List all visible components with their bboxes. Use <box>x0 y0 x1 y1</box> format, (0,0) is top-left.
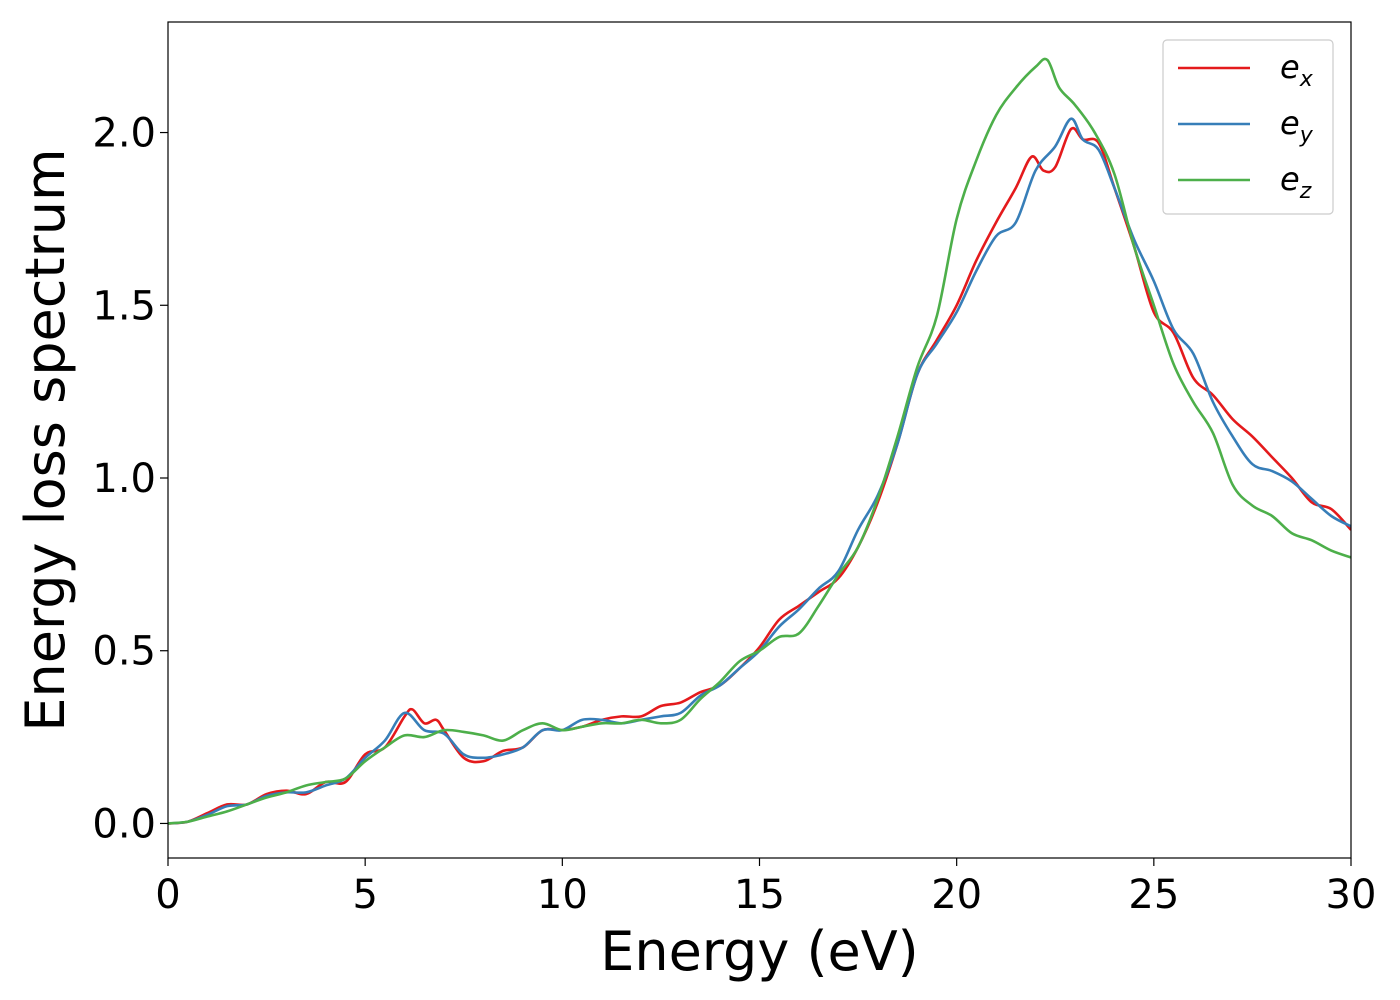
y-tick-label: 2.0 <box>92 111 156 157</box>
plot-lines <box>168 57 1351 825</box>
x-axis-label: Energy (eV) <box>600 920 919 983</box>
y-axis-label: Energy loss spectrum <box>14 148 77 731</box>
legend-label-y: ey <box>1280 104 1314 148</box>
x-tick-label: 20 <box>931 872 982 918</box>
x-tick-label: 10 <box>537 872 588 918</box>
legend-box <box>1162 39 1334 215</box>
y-tick-label: 0.0 <box>92 801 156 847</box>
y-tick-label: 1.5 <box>92 283 156 329</box>
x-axis-ticks: 0 5 10 15 20 25 30 <box>155 858 1376 918</box>
x-tick-label: 30 <box>1326 872 1377 918</box>
series-line-x <box>168 126 1351 825</box>
y-tick-label: 0.5 <box>92 629 156 675</box>
y-axis-ticks: 0.0 0.5 1.0 1.5 2.0 <box>92 111 168 847</box>
series-line-z <box>168 57 1351 825</box>
y-tick-label: 1.0 <box>92 456 156 502</box>
x-tick-label: 25 <box>1128 872 1179 918</box>
x-tick-label: 5 <box>352 872 377 918</box>
x-tick-label: 15 <box>734 872 785 918</box>
x-tick-label: 0 <box>155 872 180 918</box>
legend-label-x: ex <box>1280 48 1314 92</box>
series-line-y <box>168 117 1351 825</box>
